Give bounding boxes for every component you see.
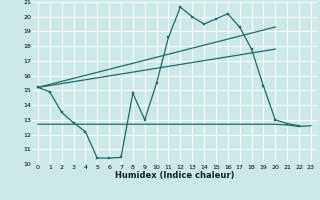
X-axis label: Humidex (Indice chaleur): Humidex (Indice chaleur) bbox=[115, 171, 234, 180]
